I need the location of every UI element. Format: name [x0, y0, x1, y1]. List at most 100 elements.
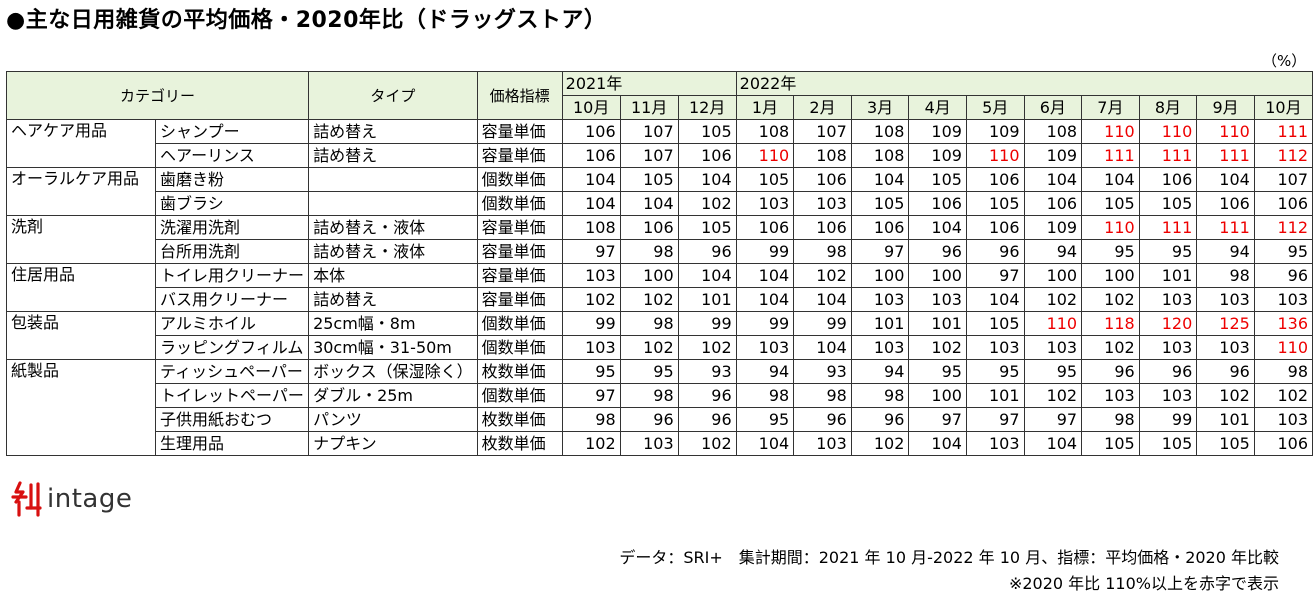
- value-cell: 94: [1196, 239, 1255, 264]
- value-cell: 102: [677, 431, 737, 456]
- header-type: タイプ: [308, 71, 478, 120]
- value-cell: 103: [735, 191, 795, 216]
- value-cell: 104: [793, 335, 852, 360]
- value-cell: 104: [1023, 167, 1083, 192]
- type-cell: 詰め替え・液体: [308, 215, 478, 240]
- value-cell: 105: [1138, 191, 1198, 216]
- product-cell: 歯磨き粉: [155, 167, 310, 192]
- header-year-2021: 2021年: [561, 71, 737, 96]
- type-cell: 詰め替え: [308, 143, 478, 168]
- index-cell: 個数単価: [476, 335, 563, 360]
- value-cell: 106: [1023, 191, 1083, 216]
- product-cell: 歯ブラシ: [155, 191, 310, 216]
- value-cell: 111: [1081, 143, 1140, 168]
- value-cell: 103: [735, 335, 795, 360]
- value-cell: 107: [1253, 167, 1313, 192]
- value-cell: 111: [1196, 143, 1255, 168]
- value-cell: 105: [850, 191, 910, 216]
- category-cell: 住居用品: [5, 263, 157, 312]
- value-cell: 103: [561, 335, 621, 360]
- product-cell: 子供用紙おむつ: [155, 407, 310, 432]
- product-cell: ティッシュペーパー: [155, 359, 310, 384]
- value-cell: 104: [1023, 431, 1083, 456]
- intage-logo-text: intage: [47, 484, 133, 514]
- value-cell: 95: [1138, 239, 1198, 264]
- value-cell: 103: [1023, 335, 1083, 360]
- value-cell: 102: [908, 335, 967, 360]
- index-cell: 個数単価: [476, 191, 563, 216]
- value-cell: 110: [1253, 335, 1313, 360]
- value-cell: 104: [561, 167, 621, 192]
- product-cell: トイレ用クリーナー: [155, 263, 310, 288]
- value-cell: 108: [850, 119, 910, 144]
- table-row: 生理用品 ナプキン 枚数単価 102 103 102 104 103 102 104 103 104 1…: [7, 431, 1313, 456]
- value-cell: 106: [1138, 167, 1198, 192]
- index-cell: 容量単価: [476, 215, 563, 240]
- value-cell: 95: [735, 407, 795, 432]
- value-cell: 105: [677, 215, 737, 240]
- value-cell: 103: [1138, 383, 1198, 408]
- value-cell: 102: [561, 431, 621, 456]
- value-cell: 101: [908, 311, 967, 336]
- type-cell: パンツ: [308, 407, 478, 432]
- product-cell: シャンプー: [155, 119, 310, 144]
- value-cell: 104: [850, 167, 910, 192]
- value-cell: 106: [1253, 191, 1313, 216]
- value-cell: 103: [1196, 335, 1255, 360]
- type-cell: ナプキン: [308, 431, 478, 456]
- intage-logo: intage: [10, 480, 132, 518]
- value-cell: 99: [561, 311, 621, 336]
- value-cell: 98: [850, 383, 910, 408]
- value-cell: 106: [1253, 431, 1313, 456]
- value-cell: 104: [735, 287, 795, 312]
- value-cell: 106: [677, 143, 737, 168]
- value-cell: 98: [793, 383, 852, 408]
- value-cell: 94: [735, 359, 795, 384]
- value-cell: 100: [619, 263, 679, 288]
- header-index: 価格指標: [476, 71, 563, 120]
- index-cell: 枚数単価: [476, 407, 563, 432]
- value-cell: 97: [965, 263, 1025, 288]
- value-cell: 96: [677, 383, 737, 408]
- category-cell: 包装品: [5, 311, 157, 360]
- value-cell: 98: [1196, 263, 1255, 288]
- value-cell: 108: [561, 215, 621, 240]
- value-cell: 110: [1081, 215, 1140, 240]
- value-cell: 107: [619, 143, 679, 168]
- product-cell: 台所用洗剤: [155, 239, 310, 264]
- header-category: カテゴリー: [5, 71, 310, 120]
- intage-logo-icon: [11, 481, 42, 517]
- value-cell: 99: [735, 239, 795, 264]
- header-month: 4月: [908, 95, 967, 120]
- value-cell: 96: [793, 407, 852, 432]
- value-cell: 105: [908, 167, 967, 192]
- value-cell: 102: [1081, 287, 1140, 312]
- value-cell: 105: [1138, 431, 1198, 456]
- value-cell: 107: [619, 119, 679, 144]
- value-cell: 98: [619, 383, 679, 408]
- value-cell: 97: [850, 239, 910, 264]
- value-cell: 110: [1023, 311, 1083, 336]
- value-cell: 96: [1253, 263, 1313, 288]
- value-cell: 110: [1196, 119, 1255, 144]
- value-cell: 95: [1023, 359, 1083, 384]
- value-cell: 103: [1081, 383, 1140, 408]
- value-cell: 106: [965, 167, 1025, 192]
- value-cell: 97: [908, 407, 967, 432]
- category-cell: ヘアケア用品: [5, 119, 157, 168]
- value-cell: 106: [561, 143, 621, 168]
- header-month: 8月: [1138, 95, 1198, 120]
- value-cell: 103: [561, 263, 621, 288]
- value-cell: 110: [1081, 119, 1140, 144]
- value-cell: 106: [561, 119, 621, 144]
- value-cell: 101: [677, 287, 737, 312]
- value-cell: 103: [850, 335, 910, 360]
- value-cell: 97: [561, 383, 621, 408]
- value-cell: 104: [677, 263, 737, 288]
- value-cell: 109: [1023, 215, 1083, 240]
- value-cell: 111: [1253, 119, 1313, 144]
- value-cell: 103: [619, 431, 679, 456]
- header-month: 3月: [850, 95, 910, 120]
- value-cell: 98: [1081, 407, 1140, 432]
- table-row: ヘアケア用品 シャンプー 詰め替え 容量単価 106 107 105 108 107 108 109…: [5, 119, 1313, 168]
